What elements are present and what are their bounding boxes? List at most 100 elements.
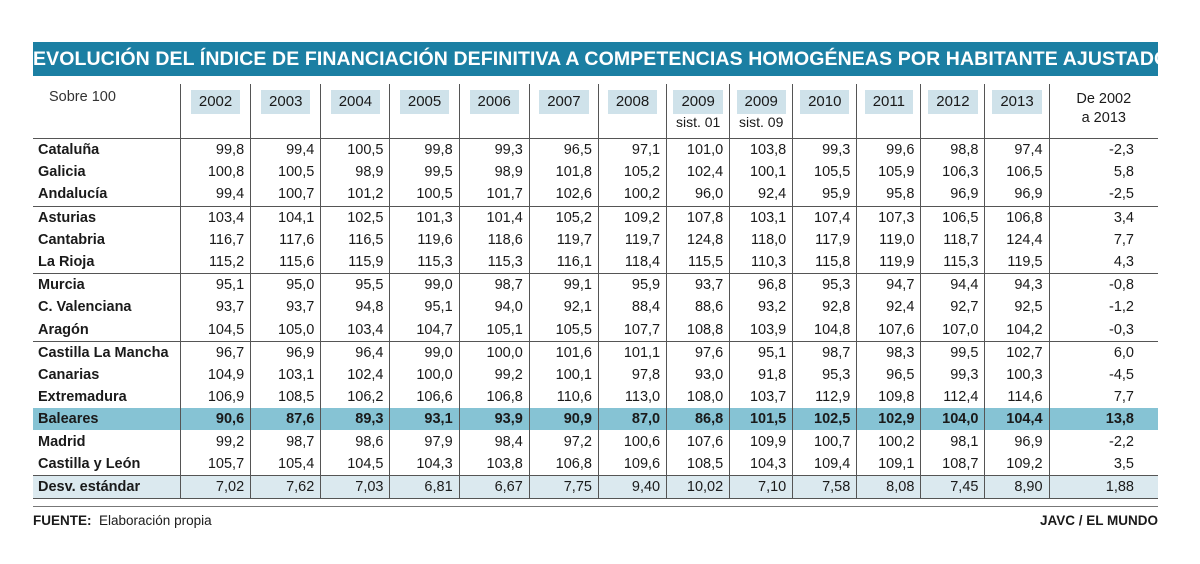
index-value: 88,4 <box>597 296 667 319</box>
index-value: 109,6 <box>597 452 667 476</box>
index-value: 104,7 <box>389 318 460 342</box>
index-value: 118,4 <box>597 250 667 275</box>
region-name: Castilla La Mancha <box>38 344 169 361</box>
index-value: 115,5 <box>666 250 730 275</box>
index-value: 92,5 <box>984 296 1050 319</box>
index-value: 106,8 <box>984 206 1050 229</box>
index-value: 105,4 <box>250 452 321 476</box>
table-row: Asturias 103,4 104,1 102,5 101,3 101,4 105,2 10… <box>33 206 1158 229</box>
index-value: 103,8 <box>729 138 793 162</box>
index-value: 98,7 <box>792 341 857 364</box>
change-value: -4,5 <box>1048 363 1158 387</box>
index-value: 96,7 <box>179 341 251 364</box>
index-value: 97,4 <box>984 138 1050 162</box>
index-value: 7,75 <box>528 474 599 500</box>
source-note: FUENTE: Elaboración propia <box>33 513 212 528</box>
index-value: 107,3 <box>856 206 921 229</box>
change-value: 6,0 <box>1048 341 1158 364</box>
index-value: 102,4 <box>320 363 390 387</box>
stddev-row: Desv. estándar 7,02 7,62 7,03 6,81 6,67 7,75 9,… <box>33 474 1158 500</box>
index-value: 104,1 <box>250 206 321 229</box>
index-value: 106,9 <box>179 386 251 409</box>
index-value: 108,8 <box>666 318 730 342</box>
index-value: 101,8 <box>528 161 599 184</box>
change-header-line: a 2013 <box>1081 110 1126 126</box>
index-value: 106,5 <box>984 161 1050 184</box>
index-value: 94,3 <box>984 273 1050 297</box>
column-header: 2009 sist. 09 <box>729 84 793 139</box>
index-value: 103,1 <box>250 363 321 387</box>
column-header: 2007 <box>528 84 599 139</box>
index-value: 100,3 <box>984 363 1050 387</box>
year-label: 2007 <box>539 90 589 114</box>
index-value: 104,3 <box>729 452 793 476</box>
index-value: 94,0 <box>458 296 530 319</box>
index-value: 100,5 <box>389 183 460 207</box>
index-value: 97,6 <box>666 341 730 364</box>
column-header: 2009 sist. 01 <box>666 84 730 139</box>
index-value: 91,8 <box>729 363 793 387</box>
index-value: 95,9 <box>597 273 667 297</box>
year-label: 2009 <box>673 90 723 114</box>
index-value: 113,0 <box>597 386 667 409</box>
index-value: 98,4 <box>458 430 530 453</box>
table-row: La Rioja 115,2 115,6 115,9 115,3 115,3 116,1 11… <box>33 250 1158 275</box>
index-value: 105,5 <box>792 161 857 184</box>
change-value: -2,5 <box>1048 183 1158 207</box>
table-row: Cataluña 99,8 99,4 100,5 99,8 99,3 96,5 97,1 101… <box>33 138 1158 162</box>
change-value: 3,4 <box>1048 206 1158 229</box>
index-value: 108,7 <box>920 452 985 476</box>
index-value: 107,7 <box>597 318 667 342</box>
header-row: Sobre 100 2002 2003 2004 2005 2006 2007 2008 20… <box>33 84 1158 139</box>
index-value: 107,6 <box>666 430 730 453</box>
index-value: 87,0 <box>597 408 667 431</box>
index-value: 124,4 <box>984 228 1050 251</box>
change-value: 1,88 <box>1048 474 1158 500</box>
region-name: Canarias <box>38 366 100 383</box>
change-header-line: De 2002 <box>1076 91 1132 107</box>
index-value: 107,6 <box>856 318 921 342</box>
index-value: 100,2 <box>597 183 667 207</box>
index-value: 98,7 <box>458 273 530 297</box>
index-value: 7,03 <box>320 474 390 500</box>
footer-divider <box>33 506 1158 507</box>
index-value: 96,9 <box>984 183 1050 207</box>
index-value: 108,0 <box>666 386 730 409</box>
index-value: 103,8 <box>458 452 530 476</box>
change-value: 13,8 <box>1048 408 1158 431</box>
region-name: La Rioja <box>33 250 181 275</box>
index-value: 87,6 <box>250 408 321 431</box>
region-name: Asturias <box>38 209 97 226</box>
index-value: 95,1 <box>179 273 251 297</box>
index-value: 104,3 <box>389 452 460 476</box>
index-value: 100,7 <box>250 183 321 207</box>
index-value: 115,2 <box>179 250 251 275</box>
index-value: 90,6 <box>179 408 251 431</box>
index-value: 104,9 <box>179 363 251 387</box>
index-value: 102,6 <box>528 183 599 207</box>
index-value: 92,7 <box>920 296 985 319</box>
index-value: 119,7 <box>597 228 667 251</box>
index-value: 97,2 <box>528 430 599 453</box>
column-header: 2008 <box>597 84 667 139</box>
index-value: 95,3 <box>792 363 857 387</box>
index-value: 103,1 <box>729 206 793 229</box>
year-label: 2006 <box>469 90 519 114</box>
table-row: Madrid 99,2 98,7 98,6 97,9 98,4 97,2 100,6 107,6… <box>33 430 1158 453</box>
index-value: 109,9 <box>729 430 793 453</box>
index-value: 99,2 <box>458 363 530 387</box>
index-value: 99,4 <box>250 138 321 162</box>
index-value: 106,2 <box>320 386 390 409</box>
index-value: 105,1 <box>458 318 530 342</box>
column-header: 2013 <box>984 84 1050 139</box>
column-header: 2011 <box>856 84 921 139</box>
index-value: 104,5 <box>179 318 251 342</box>
index-value: 112,9 <box>792 386 857 409</box>
index-value: 108,5 <box>666 452 730 476</box>
index-value: 109,1 <box>856 452 921 476</box>
index-value: 115,9 <box>320 250 390 275</box>
system-label: sist. 09 <box>739 114 784 130</box>
region-name: Extremadura <box>38 389 127 406</box>
index-value: 98,1 <box>920 430 985 453</box>
index-value: 110,6 <box>528 386 599 409</box>
